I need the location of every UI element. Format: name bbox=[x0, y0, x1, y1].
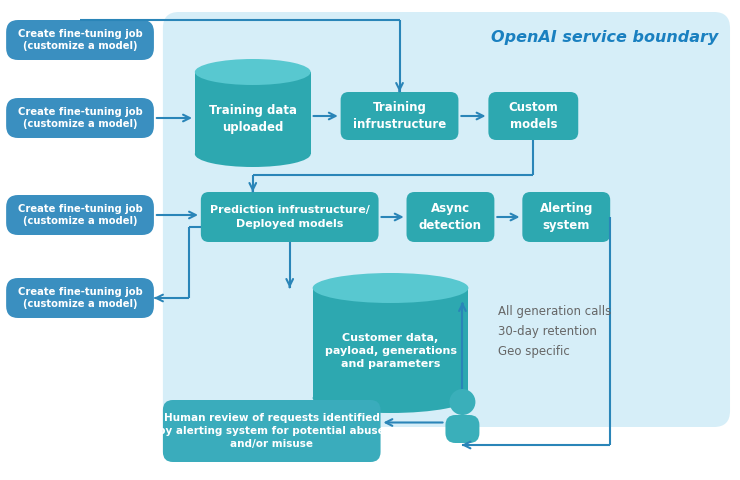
Bar bbox=[195, 72, 311, 154]
Text: Custom
models: Custom models bbox=[508, 101, 558, 131]
Text: Create fine-tuning job
(customize a model): Create fine-tuning job (customize a mode… bbox=[18, 287, 142, 310]
FancyBboxPatch shape bbox=[201, 192, 379, 242]
Text: Async
detection: Async detection bbox=[419, 202, 482, 232]
Text: Alerting
system: Alerting system bbox=[539, 202, 593, 232]
Bar bbox=[313, 288, 468, 398]
Ellipse shape bbox=[195, 59, 311, 85]
Text: Training data
uploaded: Training data uploaded bbox=[209, 104, 297, 134]
Text: Training
infrustructure: Training infrustructure bbox=[353, 101, 446, 131]
Circle shape bbox=[449, 389, 475, 415]
FancyBboxPatch shape bbox=[445, 415, 480, 443]
Ellipse shape bbox=[313, 273, 468, 303]
FancyBboxPatch shape bbox=[6, 98, 154, 138]
FancyBboxPatch shape bbox=[522, 192, 610, 242]
Text: Human review of requests identified
by alerting system for potential abuse
and/o: Human review of requests identified by a… bbox=[158, 413, 385, 449]
Text: OpenAI service boundary: OpenAI service boundary bbox=[491, 30, 718, 45]
FancyBboxPatch shape bbox=[163, 12, 730, 427]
FancyBboxPatch shape bbox=[6, 195, 154, 235]
FancyBboxPatch shape bbox=[406, 192, 494, 242]
Text: Customer data,
payload, generations
and parameters: Customer data, payload, generations and … bbox=[325, 333, 457, 369]
FancyBboxPatch shape bbox=[340, 92, 459, 140]
Text: Create fine-tuning job
(customize a model): Create fine-tuning job (customize a mode… bbox=[18, 107, 142, 130]
Text: Create fine-tuning job
(customize a model): Create fine-tuning job (customize a mode… bbox=[18, 29, 142, 51]
FancyBboxPatch shape bbox=[488, 92, 578, 140]
FancyBboxPatch shape bbox=[6, 278, 154, 318]
Ellipse shape bbox=[313, 383, 468, 413]
FancyBboxPatch shape bbox=[163, 400, 380, 462]
Text: Create fine-tuning job
(customize a model): Create fine-tuning job (customize a mode… bbox=[18, 204, 142, 227]
Text: Prediction infrustructure/
Deployed models: Prediction infrustructure/ Deployed mode… bbox=[209, 205, 370, 228]
Ellipse shape bbox=[195, 141, 311, 167]
Text: All generation calls
30-day retention
Geo specific: All generation calls 30-day retention Ge… bbox=[498, 305, 612, 358]
FancyBboxPatch shape bbox=[6, 20, 154, 60]
